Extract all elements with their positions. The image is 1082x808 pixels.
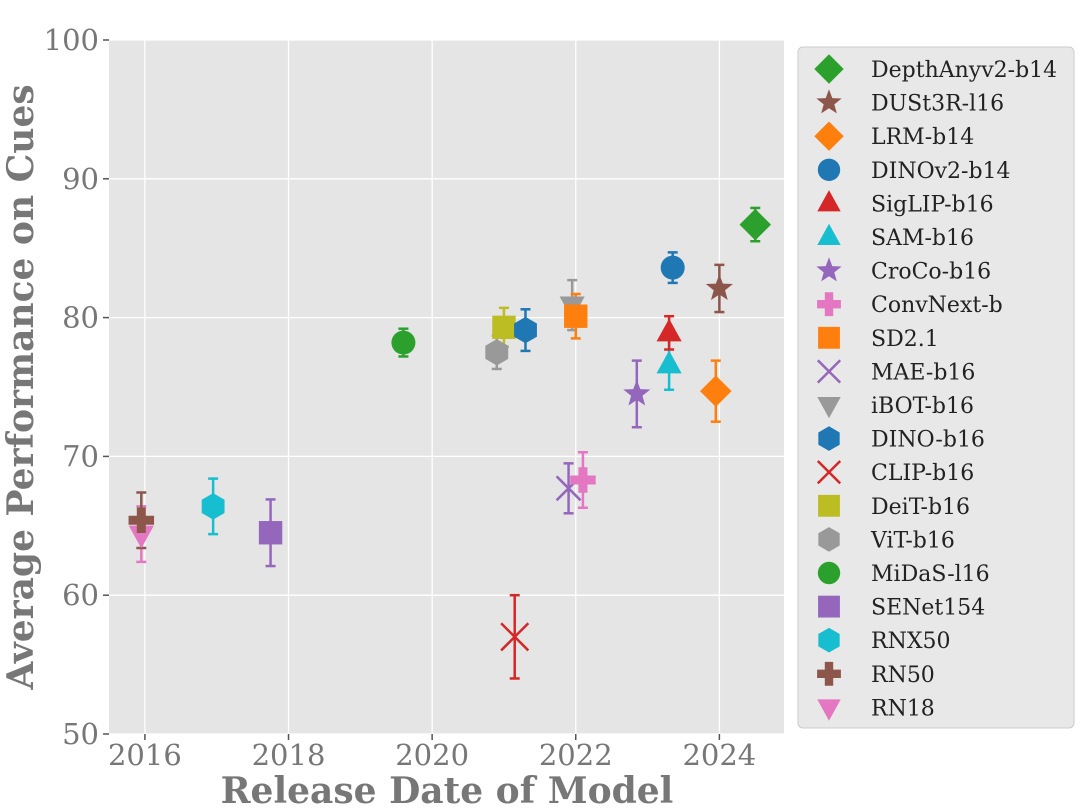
legend-label-deit-b16: DeiT-b16 [871,495,970,520]
point-vit-b16 [485,339,509,366]
x-tick-label: 2022 [539,738,613,772]
y-tick-label: 50 [62,717,99,751]
legend-label-ibot-b16: iBOT-b16 [871,394,974,419]
y-tick-label: 90 [62,162,99,196]
legend-marker-siglip-b16 [817,190,841,212]
y-tick-label: 100 [44,23,99,57]
data-markers [128,208,772,652]
legend-label-midas-l16: MiDaS-l16 [871,562,990,587]
y-axis-ticks: 50 60 70 80 90 100 [44,23,109,751]
legend-label-rn50: RN50 [871,663,935,688]
point-rn50 [128,507,155,533]
legend-marker-sd2-1 [818,326,840,349]
point-croco-b16 [623,379,651,406]
point-dino-b16 [514,316,537,344]
plot-background [109,40,784,734]
legend-label-senet154: SENet154 [871,596,985,621]
legend-box [797,46,1075,729]
legend-marker-dinov2-b14 [817,158,841,181]
legend-marker-lrm-b14 [814,121,844,151]
x-tick-label: 2024 [682,738,756,772]
legend-marker-rn18 [817,699,841,721]
point-lrm-b14 [700,375,732,407]
legend: DepthAnyv2-b14 DUSt3R-l16 LRM-b14 DINOv2-b1… [797,46,1075,729]
legend-label-rnx50: RNX50 [871,629,950,654]
legend-marker-rn50 [817,661,841,686]
legend-label-vit-b16: ViT-b16 [870,528,955,553]
legend-label-dinov2-b14: DINOv2-b14 [871,159,1011,184]
point-rnx50 [201,493,225,520]
legend-marker-rnx50 [818,627,840,653]
legend-label-croco-b16: CroCo-b16 [871,260,991,285]
point-deit-b16 [492,315,516,340]
legend-marker-croco-b16 [816,257,842,282]
legend-marker-ibot-b16 [817,397,841,419]
legend-marker-sam-b16 [817,223,841,245]
y-tick-label: 80 [62,301,99,335]
x-axis-title: Release Date of Model [221,770,674,808]
point-depthanyv2-b14 [739,208,772,241]
point-clip-b16 [500,622,530,652]
legend-marker-mae-b16 [816,359,842,384]
y-tick-label: 70 [62,439,99,473]
point-siglip-b16 [656,318,682,342]
legend-marker-depthanyv2-b14 [814,54,844,84]
point-midas-l16 [391,330,416,355]
legend-marker-senet154 [818,595,840,618]
legend-label-lrm-b14: LRM-b14 [871,125,974,150]
legend-marker-dino-b16 [818,426,840,451]
legend-label-sd2-1: SD2.1 [871,327,939,352]
legend-label-siglip-b16: SigLIP-b16 [871,192,994,217]
y-tick-label: 60 [62,578,99,612]
legend-marker-vit-b16 [818,527,840,552]
point-rn18 [128,525,154,549]
point-senet154 [258,521,283,545]
legend-marker-clip-b16 [816,460,842,485]
point-convnext-b [570,467,596,493]
legend-label-convnext-b: ConvNext-b [871,293,1003,318]
legend-label-depthanyv2-b14: DepthAnyv2-b14 [871,58,1057,83]
legend-label-sam-b16: SAM-b16 [871,226,974,251]
legend-marker-deit-b16 [818,494,840,517]
point-sam-b16 [656,350,682,374]
legend-marker-dust3r-l16 [816,89,842,114]
legend-label-mae-b16: MAE-b16 [871,360,975,385]
legend-label-dino-b16: DINO-b16 [871,428,985,453]
point-dinov2-b14 [660,255,685,280]
x-axis-ticks: 2016 2018 2020 2022 2024 [108,734,756,772]
x-tick-label: 2016 [108,738,182,772]
legend-label-dust3r-l16: DUSt3R-l16 [871,92,1004,117]
y-axis-title: Average Performance on Cues [0,84,42,690]
x-tick-label: 2018 [252,738,326,772]
point-sd2-1 [564,304,588,328]
legend-marker-convnext-b [817,292,841,317]
legend-marker-midas-l16 [817,561,841,585]
legend-label-rn18: RN18 [871,696,935,721]
x-tick-label: 2020 [395,738,469,772]
point-dust3r-l16 [705,274,733,300]
legend-label-clip-b16: CLIP-b16 [871,461,974,486]
